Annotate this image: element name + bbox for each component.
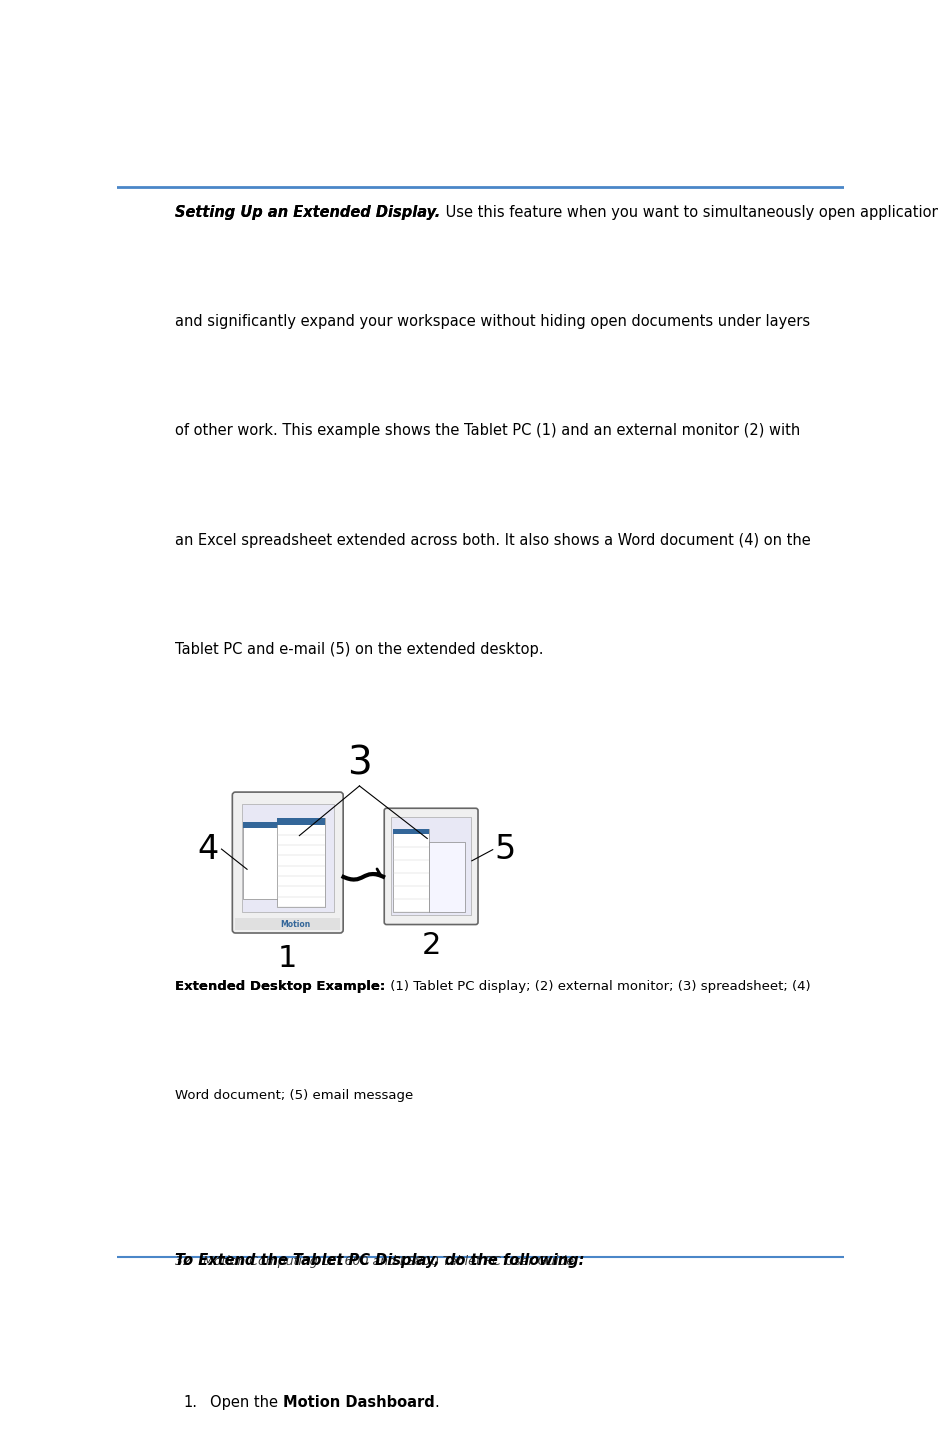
Text: an Excel spreadsheet extended across both. It also shows a Word document (4) on : an Excel spreadsheet extended across bot…: [175, 533, 811, 547]
Text: .: .: [434, 1395, 439, 1410]
Text: Setting Up an Extended Display.: Setting Up an Extended Display.: [175, 204, 441, 220]
Text: 1.: 1.: [183, 1395, 197, 1410]
Text: Setting Up an Extended Display.: Setting Up an Extended Display.: [175, 204, 441, 220]
FancyBboxPatch shape: [233, 792, 343, 933]
Text: and significantly expand your workspace without hiding open documents under laye: and significantly expand your workspace …: [175, 314, 810, 330]
Text: 4: 4: [198, 832, 219, 865]
Text: Use this feature when you want to simultaneously open applications on two monito: Use this feature when you want to simult…: [441, 204, 938, 220]
Text: Motion: Motion: [280, 920, 310, 929]
Text: 1: 1: [278, 943, 297, 973]
Text: 3: 3: [347, 744, 371, 782]
Text: Tablet PC and e-mail (5) on the extended desktop.: Tablet PC and e-mail (5) on the extended…: [175, 642, 544, 657]
FancyBboxPatch shape: [242, 805, 334, 912]
FancyBboxPatch shape: [278, 818, 325, 825]
Text: Word document; (5) email message: Word document; (5) email message: [175, 1089, 414, 1102]
Text: Open the: Open the: [210, 1395, 283, 1410]
Text: 2: 2: [421, 932, 441, 960]
FancyBboxPatch shape: [278, 818, 325, 907]
Text: (1) Tablet PC display; (2) external monitor; (3) spreadsheet; (4): (1) Tablet PC display; (2) external moni…: [386, 981, 810, 994]
Text: of other work. This example shows the Tablet PC (1) and an external monitor (2) : of other work. This example shows the Ta…: [175, 423, 801, 438]
Text: Extended Desktop Example:: Extended Desktop Example:: [175, 981, 386, 994]
Text: Extended Desktop Example:: Extended Desktop Example:: [175, 981, 386, 994]
FancyBboxPatch shape: [243, 822, 279, 828]
FancyBboxPatch shape: [393, 829, 429, 912]
FancyBboxPatch shape: [391, 816, 471, 914]
FancyBboxPatch shape: [393, 829, 429, 835]
FancyBboxPatch shape: [385, 808, 478, 924]
Text: 5: 5: [494, 834, 516, 865]
FancyBboxPatch shape: [235, 919, 340, 930]
FancyBboxPatch shape: [243, 822, 279, 899]
Text: 32   Motion Computing LE1600 and LS800 Tablet PC User Guide: 32 Motion Computing LE1600 and LS800 Tab…: [175, 1254, 574, 1267]
Text: To Extend the Tablet PC Display, do the following:: To Extend the Tablet PC Display, do the …: [175, 1253, 585, 1267]
FancyBboxPatch shape: [429, 841, 464, 912]
Text: Motion Dashboard: Motion Dashboard: [283, 1395, 434, 1410]
